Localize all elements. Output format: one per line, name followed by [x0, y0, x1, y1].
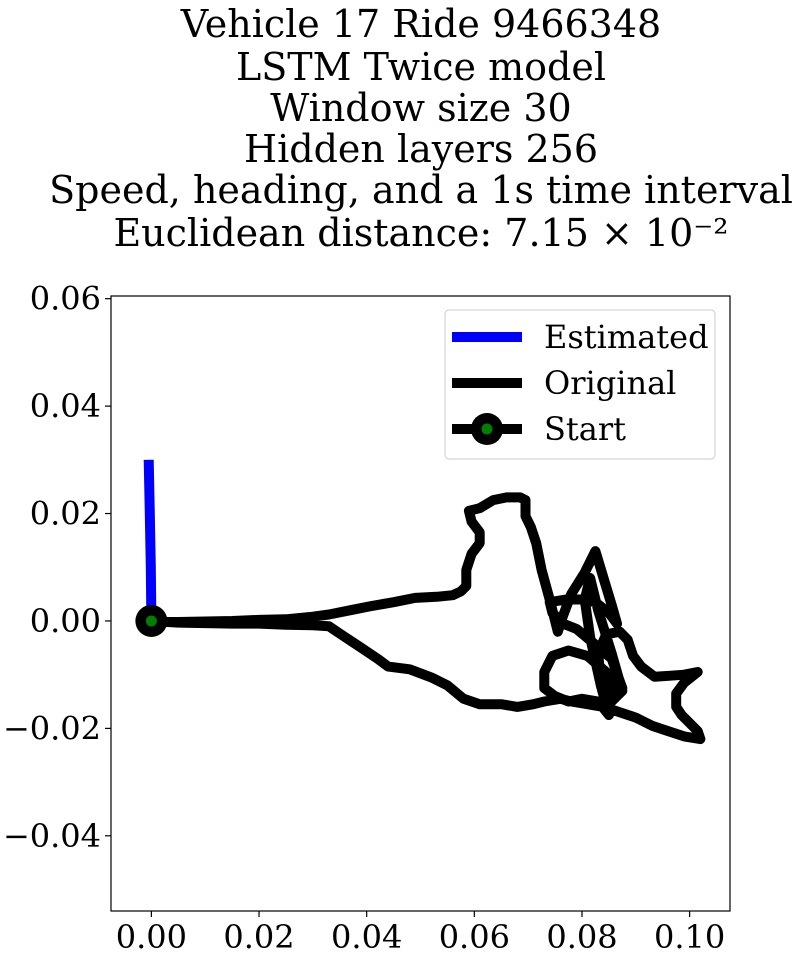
x-axis: 0.00 0.02 0.04 0.06 0.08 0.10: [116, 911, 725, 956]
x-tick-label: 0.08: [546, 918, 617, 956]
legend-label-estimated: Estimated: [544, 318, 709, 356]
y-tick-label: 0.02: [30, 495, 101, 533]
legend-frame: [444, 309, 716, 460]
x-tick-label: 0.02: [223, 918, 294, 956]
legend: Estimated Original Start: [444, 309, 716, 460]
plot-area: [135, 459, 706, 745]
chart-title: Vehicle 17 Ride 9466348 LSTM Twice model…: [49, 2, 793, 255]
title-line-5: Speed, heading, and a 1s time interval: [49, 168, 793, 212]
y-tick-label: 0.06: [30, 280, 101, 318]
y-axis: 0.06 0.04 0.02 0.00 −0.02 −0.04: [3, 280, 111, 855]
series-line-estimated: [143, 459, 157, 622]
title-line-4: Hidden layers 256: [244, 127, 598, 171]
y-tick-label: 0.04: [30, 387, 101, 425]
title-line-6: Euclidean distance: 7.15 × 10⁻²: [113, 211, 728, 255]
legend-label-original: Original: [544, 364, 676, 402]
title-line-2: LSTM Twice model: [236, 45, 606, 89]
x-tick-label: 0.04: [331, 918, 402, 956]
title-line-1: Vehicle 17 Ride 9466348: [180, 2, 661, 46]
title-line-3: Window size 30: [270, 86, 571, 130]
start-marker-dot: [145, 615, 157, 627]
x-tick-label: 0.10: [654, 918, 725, 956]
x-tick-label: 0.00: [116, 918, 187, 956]
y-tick-label: −0.04: [3, 817, 101, 855]
x-tick-label: 0.06: [439, 918, 510, 956]
legend-label-start: Start: [544, 410, 626, 448]
y-tick-label: −0.02: [3, 709, 101, 747]
y-tick-label: 0.00: [30, 602, 101, 640]
legend-marker-start-dot: [481, 423, 493, 435]
plot-frame: [110, 295, 731, 912]
series-line-original: [151, 492, 706, 745]
